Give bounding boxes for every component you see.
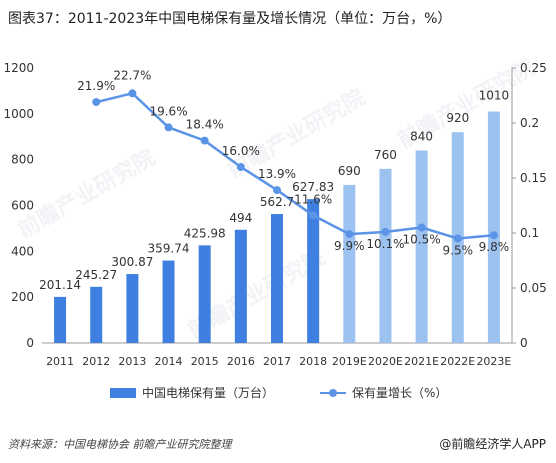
growth-value-label: 10.5%: [403, 233, 441, 247]
bar-value-label: 840: [410, 130, 433, 144]
bar-series: [54, 111, 500, 344]
left-y-tick-label: 1200: [3, 61, 34, 75]
bar-value-label: 245.27: [75, 268, 117, 282]
bar: [198, 245, 211, 343]
growth-point: [417, 223, 426, 232]
x-tick-label: 2011: [46, 355, 74, 368]
x-tick-label: 2021E: [404, 355, 439, 368]
growth-point: [200, 136, 209, 145]
bar-value-label: 562.7: [260, 195, 294, 209]
bar: [307, 199, 320, 343]
legend-item-bar: 中国电梯保有量（万台）: [110, 384, 274, 401]
growth-point: [128, 89, 137, 98]
bar-value-label: 627.83: [292, 180, 334, 194]
chart-title: 图表37：2011-2023年中国电梯保有量及增长情况（单位：万台，%）: [8, 11, 452, 27]
x-tick-label: 2023E: [476, 355, 511, 368]
left-y-tick-label: 400: [11, 244, 34, 258]
bar: [234, 229, 247, 343]
x-tick-label: 2020E: [368, 355, 403, 368]
x-tick-label: 2016: [227, 355, 255, 368]
x-tick-label: 2014: [155, 355, 183, 368]
growth-value-label: 9.8%: [479, 240, 510, 254]
right-y-tick-label: 0.05: [520, 281, 547, 295]
x-tick-label: 2018: [299, 355, 327, 368]
x-tick-label: 2022E: [440, 355, 475, 368]
growth-point: [345, 230, 354, 239]
left-y-tick-label: 600: [11, 199, 34, 213]
right-y-tick-label: 0: [520, 336, 528, 350]
line-series: [92, 89, 498, 243]
growth-point: [92, 98, 101, 107]
bar-value-label: 300.87: [111, 255, 153, 269]
bar-value-label: 494: [229, 211, 252, 225]
left-y-tick-label: 800: [11, 153, 34, 167]
bar: [162, 260, 175, 343]
left-y-tick-label: 200: [11, 290, 34, 304]
growth-value-label: 19.6%: [149, 104, 187, 118]
bar: [487, 111, 500, 344]
left-y-tick-label: 0: [26, 336, 34, 350]
growth-point: [236, 163, 245, 171]
x-tick-label: 2012: [82, 355, 110, 368]
right-y-tick-label: 0.15: [520, 171, 547, 185]
bar: [415, 150, 428, 343]
growth-point: [489, 231, 498, 240]
x-tick-label: 2017: [263, 355, 291, 368]
legend-line-swatch: [320, 388, 346, 398]
growth-line: [95, 91, 495, 240]
growth-value-label: 9.9%: [334, 239, 365, 253]
growth-point: [381, 227, 390, 236]
growth-point: [164, 123, 173, 132]
right-y-tick-label: 0.25: [520, 61, 547, 75]
bar: [379, 168, 392, 343]
brand-credit: @前瞻经济学人APP: [439, 437, 546, 451]
growth-value-label: 9.5%: [443, 244, 474, 258]
bar-value-label: 359.74: [148, 242, 190, 256]
growth-point: [309, 211, 318, 220]
x-tick-label: 2015: [191, 355, 219, 368]
growth-value-label: 22.7%: [113, 68, 151, 82]
bar: [90, 286, 103, 343]
x-tick-label: 2013: [118, 355, 146, 368]
growth-point: [453, 234, 462, 243]
growth-value-label: 13.9%: [258, 167, 296, 181]
bar-value-label: 201.14: [39, 278, 81, 292]
growth-value-label: 21.9%: [77, 79, 115, 93]
bar: [271, 214, 283, 343]
bar: [126, 274, 139, 343]
legend-item-line: 保有量增长（%）: [320, 384, 447, 401]
watermark-text: 前瞻产业研究院: [13, 144, 159, 244]
growth-value-label: 10.1%: [366, 237, 404, 251]
left-y-tick-label: 1000: [3, 107, 34, 121]
legend-bar-label: 中国电梯保有量（万台）: [142, 386, 275, 400]
growth-value-label: 16.0%: [222, 144, 260, 158]
growth-point: [273, 186, 281, 195]
legend-line-label: 保有量增长（%）: [352, 386, 448, 400]
bar: [343, 184, 356, 343]
bar-value-label: 760: [374, 148, 397, 162]
right-y-tick-label: 0.1: [520, 226, 539, 240]
legend-bar-swatch: [110, 387, 136, 398]
bar: [54, 296, 67, 343]
bar-value-label: 920: [446, 111, 469, 125]
axes: 0 200 400 600 800 1000 1200 0 0.05 0.1 0.15 0.2 0.25…: [3, 61, 546, 368]
x-tick-label: 2019E: [332, 355, 367, 368]
bar-value-label: 425.98: [184, 226, 226, 240]
bar-value-label: 690: [338, 164, 361, 178]
source-note: 资料来源：中国电梯协会 前瞻产业研究院整理: [8, 438, 232, 451]
right-y-tick-label: 0.2: [520, 116, 539, 130]
growth-value-label: 11.6%: [294, 192, 332, 206]
growth-value-label: 18.4%: [186, 118, 224, 132]
legend: 中国电梯保有量（万台） 保有量增长（%）: [0, 384, 556, 402]
bar-value-label: 1010: [479, 89, 510, 103]
